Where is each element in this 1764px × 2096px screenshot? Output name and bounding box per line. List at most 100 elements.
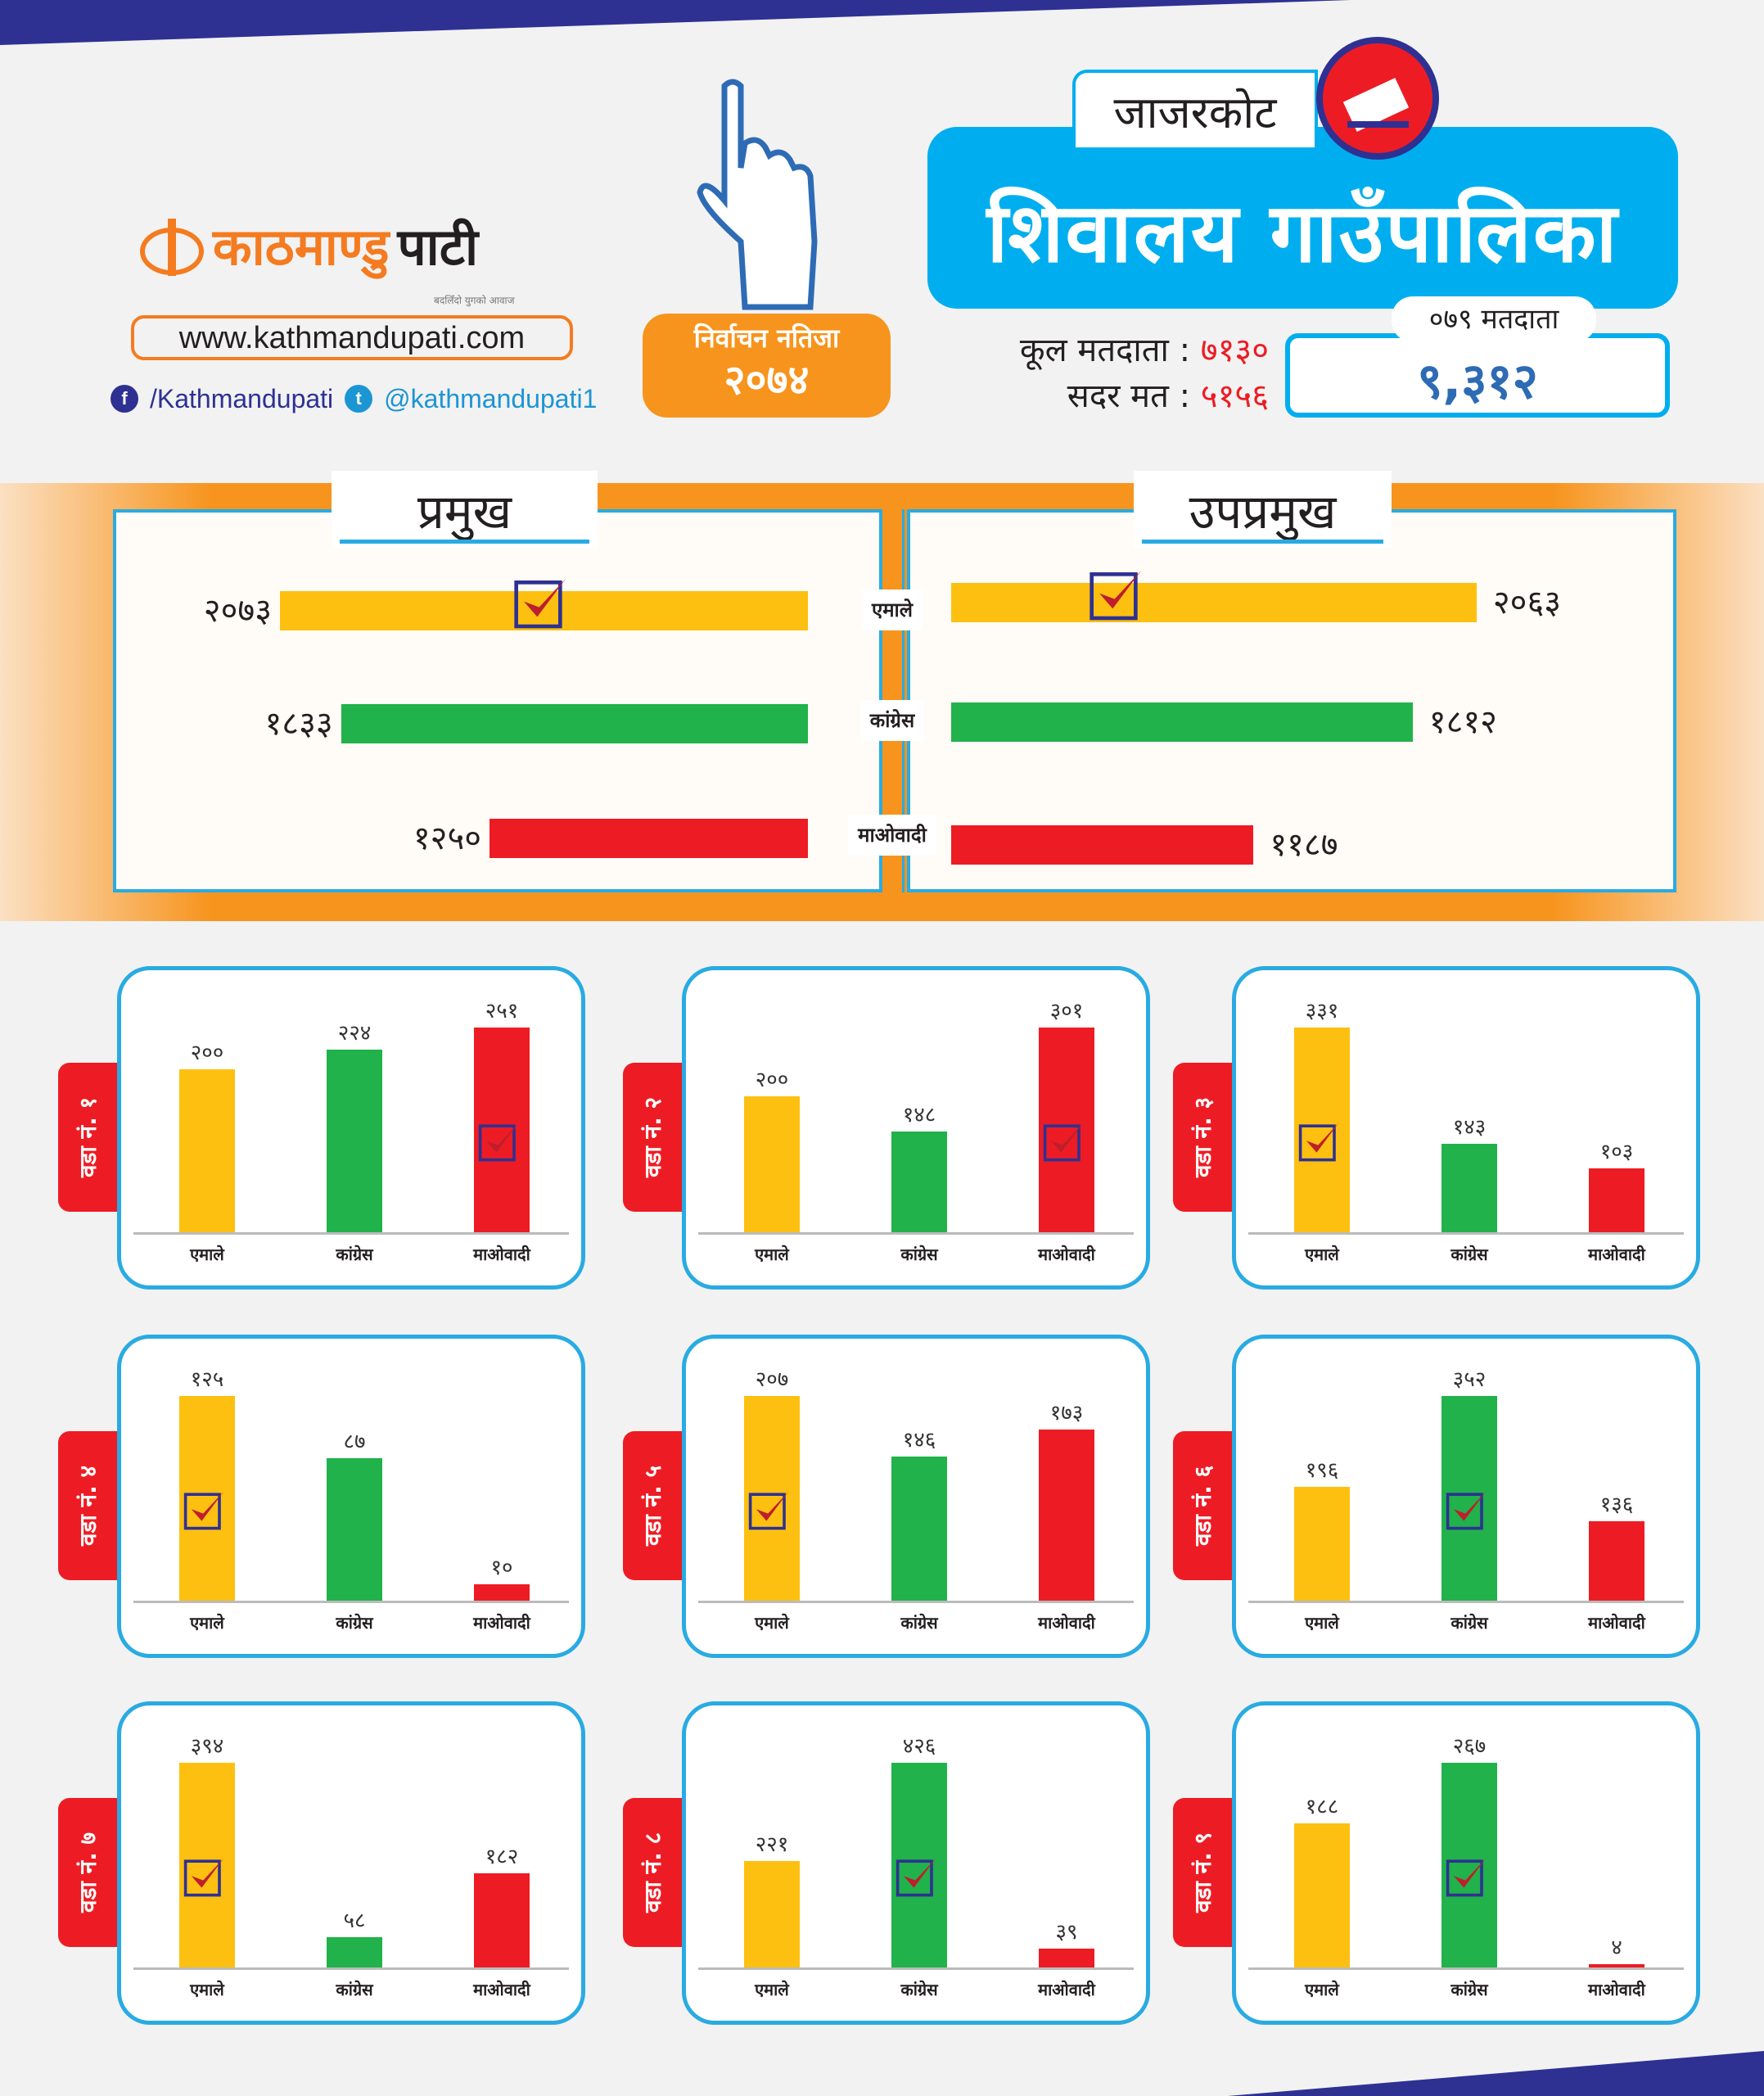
ward-number: वडा नं. ४ xyxy=(74,1465,102,1547)
ward-bar-value: ३५२ xyxy=(1452,1367,1487,1392)
ward-number: वडा नं. १ xyxy=(74,1096,102,1178)
ward-bar-value: ३९ xyxy=(1055,1920,1078,1945)
district-name: जाजरकोट xyxy=(1072,70,1318,147)
ward-card: ३९४ एमाले ५८ कांग्रेस १८२ माओवादी xyxy=(117,1701,585,2025)
ward-bar xyxy=(744,1861,800,1967)
bar-mayor xyxy=(280,591,808,630)
ward-number: वडा नं. ६ xyxy=(1189,1465,1217,1547)
ward-tag: वडा नं. २ xyxy=(623,1063,682,1212)
ward-bar xyxy=(1589,1521,1644,1601)
ward-bar xyxy=(179,1396,235,1601)
badge-line1: निर्वाचन नतिजा xyxy=(693,323,840,354)
ward-bar xyxy=(1589,1964,1644,1967)
axis-baseline xyxy=(133,1232,569,1235)
bar-value-label: १८१२ xyxy=(1428,703,1497,741)
ward-category-label: कांग्रेस xyxy=(336,1613,373,1633)
ward-category-label: एमाले xyxy=(1305,1244,1339,1264)
ward-bar xyxy=(1441,1396,1497,1601)
facebook-link[interactable]: /Kathmandupati xyxy=(150,384,334,413)
twitter-link[interactable]: @kathmandupati1 xyxy=(384,384,598,413)
ward-bar xyxy=(891,1763,947,1967)
ward-bar xyxy=(1294,1823,1350,1967)
ward-category-label: कांग्रेस xyxy=(900,1980,938,1999)
tower-globe-icon xyxy=(140,219,204,276)
winner-check-icon xyxy=(747,1488,792,1536)
brand-logo: काठमाण्डु पाटी xyxy=(139,206,581,288)
brand-name-2: पाटी xyxy=(397,217,479,277)
ward-card: १२५ एमाले ८७ कांग्रेस १० माओवादी xyxy=(117,1335,585,1658)
ward-bar-value: २६७ xyxy=(1452,1734,1487,1759)
ward-bar xyxy=(891,1456,947,1601)
bar-value-label: १८३३ xyxy=(264,705,333,743)
total-voters-value: ७१३० xyxy=(1200,332,1269,369)
mayor-tab: प्रमुख xyxy=(332,471,598,549)
winner-check-icon xyxy=(183,1488,227,1536)
ward-tag: वडा नं. ४ xyxy=(58,1431,117,1580)
twitter-icon: t xyxy=(345,385,373,413)
ward-bar xyxy=(1294,1486,1350,1601)
badge-line2: २०७४ xyxy=(724,356,810,404)
ward-bar-value: १४३ xyxy=(1452,1114,1487,1140)
ward-category-label: एमाले xyxy=(1305,1613,1339,1633)
ward-category-label: माओवादी xyxy=(1038,1613,1095,1633)
ward-category-label: एमाले xyxy=(755,1613,789,1633)
axis-baseline xyxy=(698,1967,1134,1970)
ward-bar-value: २०० xyxy=(190,1040,224,1065)
ward-tag: वडा नं. ३ xyxy=(1173,1063,1232,1212)
ward-category-label: एमाले xyxy=(755,1244,789,1264)
ward-category-label: माओवादी xyxy=(473,1980,530,1999)
winner-check-icon xyxy=(1042,1120,1086,1168)
ward-number: वडा नं. ३ xyxy=(1189,1096,1217,1178)
axis-baseline xyxy=(1248,1601,1684,1603)
ward-card: १८८ एमाले २६७ कांग्रेस ४ माओवादी xyxy=(1232,1701,1700,2025)
ward-bar-value: २२४ xyxy=(337,1020,372,1046)
ward-card: ३३१ एमाले १४३ कांग्रेस १०३ माओवादी xyxy=(1232,966,1700,1290)
ward-bar xyxy=(474,1872,530,1967)
winner-check-icon xyxy=(895,1855,939,1903)
ward-bar xyxy=(1294,1028,1350,1232)
brand-tagline: बदलिँदो युगको आवाज xyxy=(434,295,515,306)
voting-finger-icon xyxy=(697,79,818,310)
ward-category-label: माओवादी xyxy=(1038,1244,1095,1264)
ward-number: वडा नं. ९ xyxy=(1189,1832,1217,1913)
bar-deputy xyxy=(951,583,1477,622)
ward-tag: वडा नं. ९ xyxy=(1173,1798,1232,1947)
ward-category-label: माओवादी xyxy=(1038,1980,1095,1999)
ward-bar-value: १४८ xyxy=(902,1103,936,1128)
facebook-icon: f xyxy=(111,385,138,413)
ward-bar-value: २०० xyxy=(755,1067,789,1092)
ward-bar xyxy=(179,1763,235,1967)
ward-number: वडा नं. ७ xyxy=(74,1832,102,1913)
ward-category-label: एमाले xyxy=(1305,1980,1339,1999)
ward-tag: वडा नं. ७ xyxy=(58,1798,117,1947)
ward-bar xyxy=(474,1584,530,1601)
ward-category-label: एमाले xyxy=(755,1980,789,1999)
party-label: कांग्रेस xyxy=(859,700,925,741)
ward-bar-value: १०३ xyxy=(1599,1140,1634,1165)
ward-bar-value: ३९४ xyxy=(190,1734,224,1759)
ward-category-label: माओवादी xyxy=(473,1613,530,1633)
ward-bar xyxy=(327,1049,382,1232)
winner-check-icon xyxy=(1445,1488,1489,1536)
ward-bar xyxy=(1039,1028,1094,1232)
ward-bar-value: २२१ xyxy=(755,1832,789,1858)
ward-number: वडा नं. ५ xyxy=(639,1465,667,1547)
ballot-box-icon xyxy=(1316,37,1439,160)
ward-bar xyxy=(179,1068,235,1232)
bar-deputy xyxy=(951,825,1254,865)
total-voters: कूल मतदाता : ७१३० xyxy=(933,331,1269,370)
ward-bar xyxy=(1441,1763,1497,1967)
municipality-title: शिवालय गाउँपालिका xyxy=(927,127,1678,309)
bottom-band xyxy=(1228,2051,1764,2096)
winner-check-icon xyxy=(183,1855,227,1903)
axis-baseline xyxy=(133,1967,569,1970)
website-link[interactable]: www.kathmandupati.com xyxy=(131,315,573,360)
party-label: एमाले xyxy=(861,590,923,630)
voters-079-value: ९,३१२ xyxy=(1285,333,1670,418)
ward-card: २०७ एमाले १४६ कांग्रेस १७३ माओवादी xyxy=(682,1335,1150,1658)
bar-mayor xyxy=(489,819,808,858)
ward-bar-value: १२५ xyxy=(190,1367,224,1392)
ward-bar xyxy=(327,1458,382,1601)
ward-category-label: कांग्रेस xyxy=(336,1980,373,1999)
